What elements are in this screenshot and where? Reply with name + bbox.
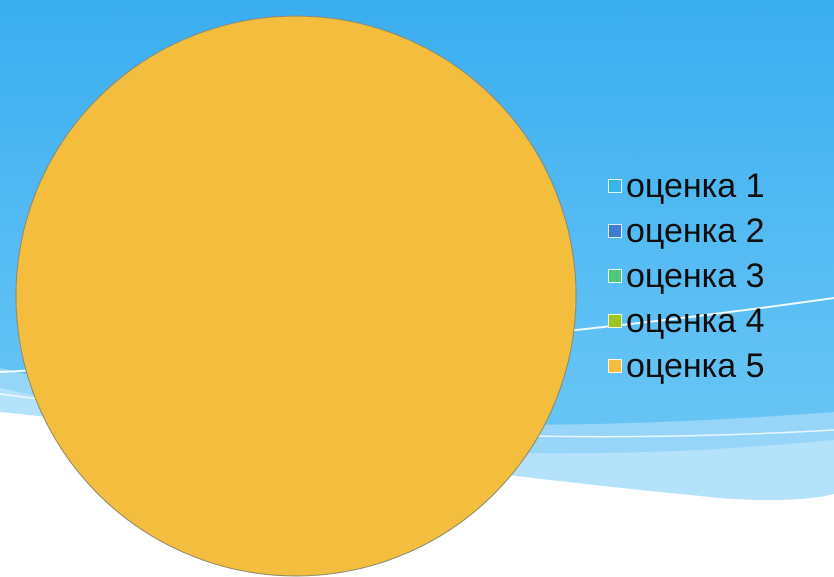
legend-label-4: оценка 4 bbox=[626, 301, 765, 340]
legend-item-5: оценка 5 bbox=[608, 343, 765, 388]
legend-item-3: оценка 3 bbox=[608, 253, 765, 298]
legend-swatch-3 bbox=[608, 268, 622, 283]
legend-label-5: оценка 5 bbox=[626, 346, 765, 385]
pie-slice-5 bbox=[15, 15, 577, 577]
legend-label-3: оценка 3 bbox=[626, 256, 765, 295]
legend-label-1: оценка 1 bbox=[626, 166, 765, 205]
legend-item-4: оценка 4 bbox=[608, 298, 765, 343]
legend-swatch-2 bbox=[608, 223, 622, 238]
legend-swatch-4 bbox=[608, 313, 622, 328]
legend-label-2: оценка 2 bbox=[626, 211, 765, 250]
legend-item-1: оценка 1 bbox=[608, 163, 765, 208]
legend-swatch-1 bbox=[608, 178, 622, 193]
legend-item-2: оценка 2 bbox=[608, 208, 765, 253]
legend-swatch-5 bbox=[608, 358, 622, 373]
chart-legend: оценка 1 оценка 2 оценка 3 оценка 4 оценка 5 bbox=[608, 163, 765, 388]
